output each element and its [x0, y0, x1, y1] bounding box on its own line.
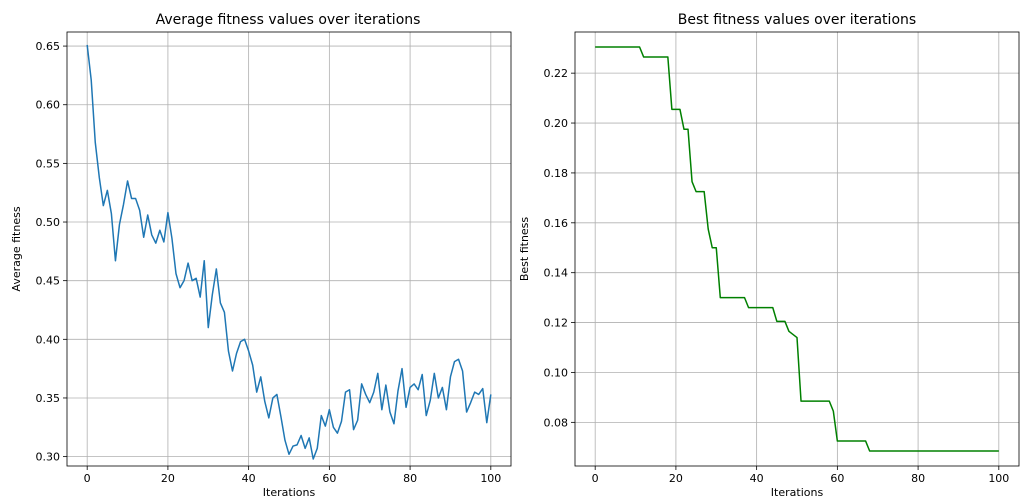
y-tick-label: 0.22 [544, 67, 569, 80]
y-tick-label: 0.55 [36, 157, 61, 170]
x-tick-label: 40 [750, 472, 764, 485]
y-tick-label: 0.50 [36, 216, 61, 229]
y-tick-label: 0.35 [36, 392, 61, 405]
x-tick-label: 60 [322, 472, 336, 485]
y-tick-label: 0.30 [36, 451, 61, 464]
x-tick-label: 60 [830, 472, 844, 485]
x-axis-label: Iterations [263, 486, 316, 499]
y-tick-label: 0.16 [544, 217, 569, 230]
x-tick-label: 100 [480, 472, 501, 485]
chart-title: Average fitness values over iterations [156, 12, 421, 28]
x-tick-label: 80 [403, 472, 417, 485]
x-tick-label: 100 [988, 472, 1009, 485]
average-fitness-line [86, 44, 492, 460]
best-fitness-line [595, 46, 999, 452]
best-fitness-chart: 0 20 40 60 80 100 0.08 0.10 0.12 0.14 0.16 0.18 0.20… [518, 12, 1020, 499]
x-tick-label: 40 [242, 472, 256, 485]
plot-frame [574, 31, 1020, 467]
y-tick-label: 0.65 [36, 40, 61, 53]
x-tick-label: 80 [911, 472, 925, 485]
x-tick-label: 0 [592, 472, 599, 485]
average-fitness-chart: 0 20 40 60 80 100 0.30 0.35 0.40 0.45 0.50 0.55 0.60… [10, 12, 512, 499]
y-tick-label: 0.08 [544, 416, 569, 429]
x-tick-label: 0 [84, 472, 91, 485]
y-tick-label: 0.20 [544, 117, 569, 130]
chart-title: Best fitness values over iterations [678, 12, 916, 28]
y-axis-label: Average fitness [10, 206, 23, 291]
y-tick-label: 0.14 [544, 267, 569, 280]
x-tick-label: 20 [669, 472, 683, 485]
x-tick-label: 20 [161, 472, 175, 485]
y-tick-label: 0.12 [544, 317, 569, 330]
y-tick-label: 0.45 [36, 275, 61, 288]
x-axis-label: Iterations [771, 486, 824, 499]
y-tick-label: 0.10 [544, 366, 569, 379]
y-tick-label: 0.60 [36, 99, 61, 112]
y-axis-label: Best fitness [518, 217, 531, 282]
plot-frame [66, 31, 512, 467]
y-tick-label: 0.18 [544, 167, 569, 180]
y-tick-label: 0.40 [36, 333, 61, 346]
